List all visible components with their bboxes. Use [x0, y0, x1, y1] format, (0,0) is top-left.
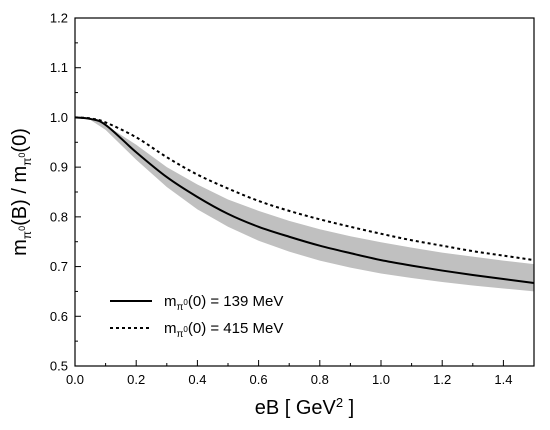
y-tick-label: 0.8 — [50, 209, 68, 224]
x-tick-label: 1.0 — [372, 372, 390, 387]
x-tick-label: 0.2 — [127, 372, 145, 387]
series-layer — [74, 116, 535, 284]
y-tick-label: 1.2 — [50, 11, 68, 26]
y-tick-label: 0.5 — [50, 359, 68, 374]
x-tick-label: 1.4 — [494, 372, 512, 387]
legend-label-solid: mπ0(0) = 139 MeV — [164, 293, 283, 313]
y-tick-label: 0.6 — [50, 309, 68, 324]
y-tick-label: 1.1 — [50, 60, 68, 75]
x-tick-label: 0.4 — [188, 372, 206, 387]
x-tick-label: 1.2 — [433, 372, 451, 387]
series-line-415mev — [74, 116, 535, 262]
tick-layer: 0.0 0.2 0.4 0.6 0.8 1.0 1.2 1.4 0.5 0.6 0.7 0.8 0.9 1… — [50, 11, 535, 387]
x-tick-label: 0.6 — [250, 372, 268, 387]
y-tick-label: 0.7 — [50, 259, 68, 274]
plot-frame — [74, 17, 535, 367]
uncertainty-band — [75, 117, 534, 292]
x-tick-label: 0.0 — [66, 372, 84, 387]
series-line-139mev — [74, 116, 535, 284]
legend-label-dashed: mπ0(0) = 415 MeV — [164, 320, 283, 340]
y-axis-title: mπ0(B) / mπ0(0) — [9, 128, 34, 256]
x-tick-label: 0.8 — [311, 372, 329, 387]
legend: mπ0(0) = 139 MeV mπ0(0) = 415 MeV — [110, 293, 283, 340]
band-layer — [75, 117, 534, 292]
y-tick-label: 0.9 — [50, 160, 68, 175]
x-axis-title: eB [ GeV2 ] — [255, 395, 355, 420]
y-tick-label: 1.0 — [50, 110, 68, 125]
